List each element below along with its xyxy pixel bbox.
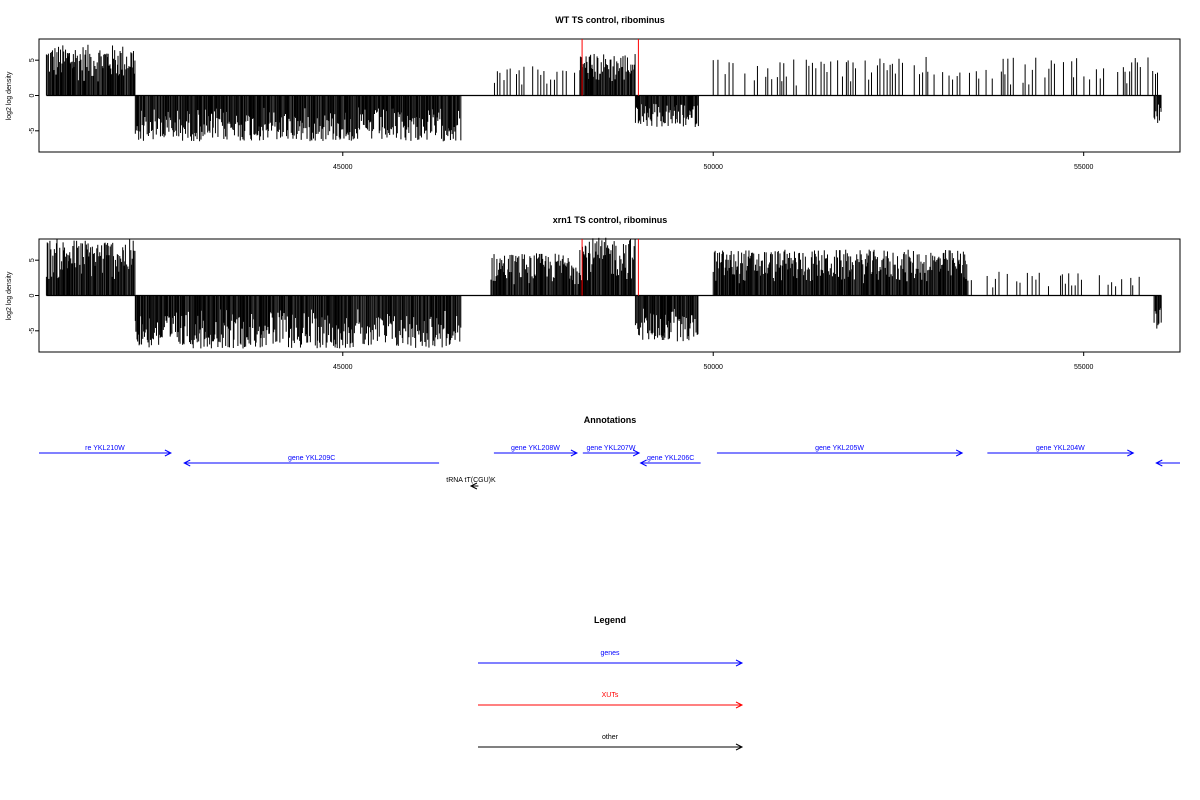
y-tick-label: 5 bbox=[29, 58, 36, 62]
annotation-feature: gene YKL209C bbox=[183, 455, 440, 467]
panel-title: xrn1 TS control, ribominus bbox=[553, 215, 668, 225]
annotation-label: tRNA tT(CGU)K bbox=[446, 477, 496, 484]
y-tick-label: 0 bbox=[29, 293, 36, 297]
xut-markers bbox=[581, 39, 639, 96]
panel-xrn1-ts-control: xrn1 TS control, ribominus log2 log dens… bbox=[6, 215, 1181, 371]
y-tick-label: -5 bbox=[29, 128, 36, 134]
panel-wt-ts-control: WT TS control, ribominus log2 log densit… bbox=[6, 15, 1181, 171]
signal-bars bbox=[45, 237, 1162, 349]
x-tick-label: 55000 bbox=[1074, 164, 1094, 171]
legend-label: genes bbox=[600, 650, 620, 657]
annotation-label: gene YKL207W bbox=[587, 445, 636, 452]
annotation-arrowhead bbox=[955, 449, 964, 457]
annotation-feature: gene YKL207W bbox=[582, 445, 641, 457]
axes: 5 0 -5 45000 50000 55000 bbox=[29, 58, 1094, 171]
x-tick-label: 50000 bbox=[703, 164, 723, 171]
annotation-feature: tRNA tT(CGU)K bbox=[446, 477, 496, 490]
legend-arrowhead bbox=[735, 701, 744, 709]
annotation-arrowhead bbox=[1127, 449, 1135, 457]
legend-label: other bbox=[602, 734, 619, 741]
annotation-feature: gene YKL206C bbox=[639, 455, 701, 467]
signal-bars bbox=[45, 44, 1162, 142]
annotations-title: Annotations bbox=[584, 415, 637, 425]
annotation-feature bbox=[1155, 459, 1180, 467]
annotations-track: Annotations re YKL210W gene YKL209C tRNA t… bbox=[39, 415, 1180, 490]
annotation-label: gene YKL206C bbox=[647, 455, 694, 462]
y-tick-label: 5 bbox=[29, 258, 36, 262]
legend-items: genes XUTs other bbox=[478, 650, 744, 751]
annotation-label: re YKL210W bbox=[85, 445, 125, 452]
x-tick-label: 45000 bbox=[333, 164, 353, 171]
y-tick-label: -5 bbox=[29, 328, 36, 334]
legend-title: Legend bbox=[594, 615, 626, 625]
legend-arrowhead bbox=[735, 659, 744, 667]
annotation-feature: gene YKL204W bbox=[987, 445, 1135, 457]
axes: 5 0 -5 45000 50000 55000 bbox=[29, 258, 1094, 371]
annotation-feature: gene YKL205W bbox=[716, 445, 964, 457]
annotation-label: gene YKL208W bbox=[511, 445, 560, 452]
annotation-arrowhead bbox=[469, 482, 478, 490]
panel-title: WT TS control, ribominus bbox=[555, 15, 665, 25]
y-tick-label: 0 bbox=[29, 93, 36, 97]
legend-item: XUTs bbox=[478, 692, 744, 709]
annotation-arrowhead bbox=[570, 449, 579, 457]
legend: Legend genes XUTs other bbox=[478, 615, 744, 751]
legend-item: genes bbox=[478, 650, 744, 667]
legend-arrowhead bbox=[735, 743, 744, 751]
legend-item: other bbox=[478, 734, 744, 751]
annotation-label: gene YKL205W bbox=[815, 445, 864, 452]
annotation-arrowhead bbox=[632, 449, 641, 457]
xut-markers bbox=[581, 239, 639, 296]
annotation-arrowhead bbox=[1155, 459, 1163, 467]
legend-label: XUTs bbox=[602, 692, 619, 699]
annotation-feature: re YKL210W bbox=[39, 445, 172, 457]
x-tick-label: 50000 bbox=[703, 364, 723, 371]
x-tick-label: 55000 bbox=[1074, 364, 1094, 371]
x-tick-label: 45000 bbox=[333, 364, 353, 371]
annotation-arrowhead bbox=[183, 459, 191, 467]
annotation-label: gene YKL204W bbox=[1036, 445, 1085, 452]
annotation-label: gene YKL209C bbox=[288, 455, 335, 462]
annotation-feature: gene YKL208W bbox=[493, 445, 579, 457]
annotation-features: re YKL210W gene YKL209C tRNA tT(CGU)K gene … bbox=[39, 445, 1180, 490]
annotation-arrowhead bbox=[639, 459, 647, 467]
y-axis-label: log2 log density bbox=[6, 71, 13, 120]
annotation-arrowhead bbox=[164, 449, 172, 457]
y-axis-label: log2 log density bbox=[6, 271, 13, 320]
